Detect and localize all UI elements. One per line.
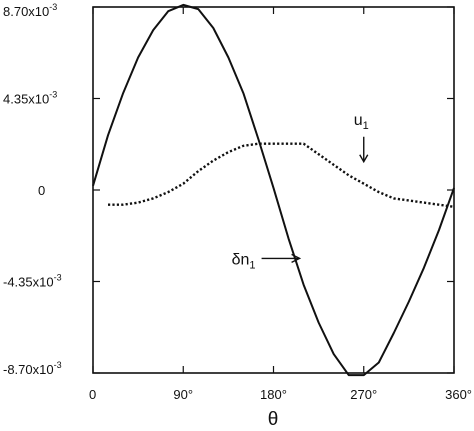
annotation-dn1-arrowhead <box>291 253 302 264</box>
annotations: u1 δn1 <box>232 112 369 272</box>
x-axis-label: θ <box>268 409 279 430</box>
annotation-dn1: δn1 <box>232 251 302 271</box>
x-tick-label: 360° <box>445 387 472 402</box>
y-tick-label: 4.35x10-3 <box>3 90 57 107</box>
y-tick-label: -4.35x10-3 <box>3 273 62 290</box>
x-tick-label: 270° <box>350 387 377 402</box>
annotation-u1: u1 <box>354 112 369 164</box>
x-tick-labels: 0 90° 180° 270° 360° <box>89 387 472 402</box>
series-line-0 <box>92 3 455 377</box>
y-tick-label: 0 <box>38 183 45 198</box>
x-tick-label: 0 <box>89 387 96 402</box>
annotation-u1-arrowhead <box>359 154 369 164</box>
series-line-1 <box>108 142 455 208</box>
x-tick-label: 90° <box>173 387 193 402</box>
annotation-dn1-label: δn1 <box>232 251 256 271</box>
y-tick-label: -8.70x10-3 <box>3 360 62 377</box>
series-layer <box>92 3 455 377</box>
y-tick-labels: 8.70x10-3 4.35x10-3 0 -4.35x10-3 -8.70x10-3 <box>3 2 62 377</box>
y-tick-label: 8.70x10-3 <box>3 2 57 19</box>
x-tick-label: 180° <box>260 387 287 402</box>
annotation-u1-label: u1 <box>354 112 369 132</box>
